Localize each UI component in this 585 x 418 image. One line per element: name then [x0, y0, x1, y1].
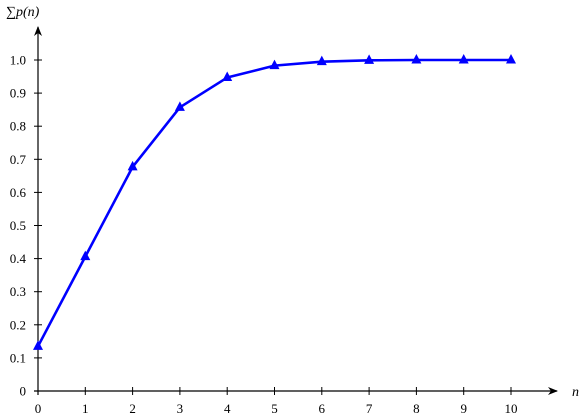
x-tick-label: 3	[177, 401, 184, 416]
y-axis-ticks: 0 0.1 0.2 0.3 0.4 0.5 0.6 0.7 0.8 0.9 1.0	[10, 53, 42, 399]
x-tick-label: 5	[271, 401, 278, 416]
y-tick-label: 0.4	[10, 251, 27, 266]
data-point-marker	[127, 160, 138, 171]
data-point-marker	[411, 54, 422, 64]
data-point-marker	[269, 59, 280, 70]
y-tick-label: 0	[20, 384, 27, 399]
y-tick-label: 0.3	[10, 284, 26, 299]
x-tick-label: 1	[82, 401, 89, 416]
x-tick-label: 9	[460, 401, 467, 416]
data-point-marker	[222, 71, 233, 82]
y-tick-label: 0.5	[10, 218, 26, 233]
x-tick-label: 8	[413, 401, 420, 416]
series-layer	[33, 54, 516, 350]
data-point-marker	[33, 340, 43, 350]
data-point-marker	[316, 55, 327, 66]
y-tick-label: 0.6	[10, 185, 27, 200]
data-point-marker	[506, 54, 516, 64]
y-tick-label: 0.1	[10, 350, 26, 365]
x-tick-label: 10	[505, 401, 518, 416]
x-axis-label: n	[572, 385, 579, 400]
y-tick-label: 0.7	[10, 152, 27, 167]
y-tick-label: 0.9	[10, 86, 26, 101]
data-point-marker	[458, 54, 469, 64]
data-point-marker	[174, 101, 185, 111]
x-axis-ticks: 0 1 2 3 4 5 6 7 8 9 10	[35, 387, 518, 416]
data-point-marker	[80, 250, 91, 261]
y-axis-label: ∑p(n)	[6, 5, 40, 20]
y-tick-label: 0.8	[10, 119, 26, 134]
x-tick-label: 4	[224, 401, 231, 416]
y-tick-label: 0.2	[10, 317, 26, 332]
y-tick-label: 1.0	[10, 53, 26, 68]
data-point-marker	[364, 54, 375, 64]
x-tick-label: 2	[129, 401, 136, 416]
x-tick-label: 6	[319, 401, 326, 416]
series-line	[36, 58, 511, 347]
x-tick-label: 0	[35, 401, 42, 416]
x-tick-label: 7	[366, 401, 373, 416]
